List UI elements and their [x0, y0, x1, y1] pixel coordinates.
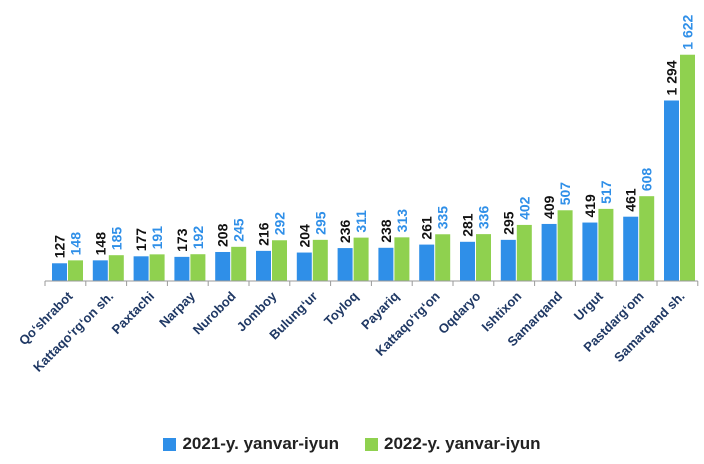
value-label-2021: 261 — [419, 216, 435, 240]
bar-2021 — [378, 247, 394, 281]
bar-2021 — [174, 256, 190, 281]
legend: 2021-y. yanvar-iyun 2022-y. yanvar-iyun — [0, 432, 704, 456]
bar-2021 — [500, 239, 516, 281]
value-label-2022: 313 — [394, 209, 410, 233]
bar-2022 — [108, 255, 124, 281]
value-label-2021: 238 — [378, 219, 394, 243]
bar-2021 — [623, 216, 639, 281]
value-label-2022: 148 — [68, 232, 84, 256]
x-axis-ticks — [44, 281, 699, 286]
value-label-2022: 192 — [190, 226, 206, 250]
bar-2022 — [598, 208, 614, 281]
value-label-2021: 461 — [623, 188, 639, 212]
legend-item-2022: 2022-y. yanvar-iyun — [365, 434, 541, 454]
bar-2022 — [557, 210, 573, 281]
bar-2022 — [231, 246, 247, 281]
bar-2022 — [639, 196, 655, 281]
value-label-2022: 191 — [149, 226, 165, 250]
category-label: Paxtachi — [109, 289, 157, 337]
category-label: Nurobod — [190, 288, 239, 337]
bar-2022 — [394, 237, 410, 281]
bar-2022 — [149, 254, 165, 281]
category-label: Samarqand sh. — [611, 289, 688, 366]
bar-2022 — [272, 240, 287, 281]
bar-2021 — [460, 241, 475, 281]
value-label-2021: 419 — [582, 194, 598, 218]
value-label-2021: 236 — [337, 220, 353, 244]
bar-2021 — [541, 223, 557, 281]
value-label-2021: 173 — [174, 228, 190, 252]
value-label-2021: 127 — [52, 235, 68, 259]
value-label-2022: 295 — [312, 211, 328, 235]
bar-2022 — [516, 224, 532, 281]
value-label-2021: 409 — [541, 195, 557, 219]
category-label: Toyloq — [321, 288, 361, 328]
bar-2022 — [680, 54, 695, 281]
value-label-2021: 281 — [460, 213, 476, 237]
legend-label-2022: 2022-y. yanvar-iyun — [384, 434, 541, 453]
value-label-2022: 245 — [231, 218, 247, 242]
bar-2021 — [419, 244, 435, 281]
legend-swatch-2022 — [365, 437, 378, 451]
bar-2021 — [337, 248, 353, 281]
bar-2022 — [190, 254, 206, 281]
bar-2021 — [296, 252, 312, 281]
legend-item-2021: 2021-y. yanvar-iyun — [163, 434, 339, 454]
bars-group — [52, 54, 695, 281]
value-label-2022: 507 — [557, 182, 573, 206]
bar-chart: 127 148 148 185 177 191 173 192 208 245 216 2922042… — [16, 14, 699, 375]
value-labels-group: 127 148 148 185 177 191 173 192 208 245 216 2922042… — [52, 14, 696, 258]
value-label-2022: 608 — [639, 168, 655, 192]
value-label-2021: 216 — [256, 222, 272, 246]
legend-label-2021: 2021-y. yanvar-iyun — [182, 434, 339, 453]
value-label-2021: 204 — [296, 224, 312, 248]
value-label-2022: 1 622 — [680, 14, 696, 49]
legend-swatch-2021 — [163, 437, 177, 451]
value-label-2022: 311 — [353, 210, 369, 233]
value-label-2022: 517 — [598, 180, 614, 204]
value-label-2022: 335 — [435, 206, 451, 230]
category-label: Oqdaryo — [435, 288, 483, 336]
value-label-2022: 336 — [476, 206, 492, 230]
category-label: Kattaqo‘rg‘on sh. — [30, 289, 116, 375]
bar-2021 — [256, 250, 271, 281]
bar-2022 — [353, 237, 369, 281]
value-label-2021: 148 — [92, 232, 108, 256]
value-label-2021: 208 — [215, 223, 231, 247]
value-label-2022: 402 — [516, 196, 532, 220]
bar-2021 — [215, 251, 231, 281]
bar-2021 — [664, 100, 679, 281]
bar-2022 — [312, 239, 328, 281]
value-label-2022: 292 — [272, 212, 288, 236]
bar-2021 — [133, 256, 149, 281]
value-label-2021: 295 — [500, 211, 516, 235]
bar-2021 — [92, 260, 108, 281]
bar-2022 — [435, 234, 451, 281]
category-label: Urgut — [571, 288, 607, 324]
bar-2021 — [52, 263, 67, 281]
bar-2021 — [582, 222, 598, 281]
bar-2022 — [476, 234, 491, 281]
bar-2022 — [68, 260, 83, 281]
value-label-2022: 185 — [108, 227, 124, 251]
value-label-2021: 177 — [133, 228, 149, 252]
value-label-2021: 1 294 — [664, 60, 680, 95]
